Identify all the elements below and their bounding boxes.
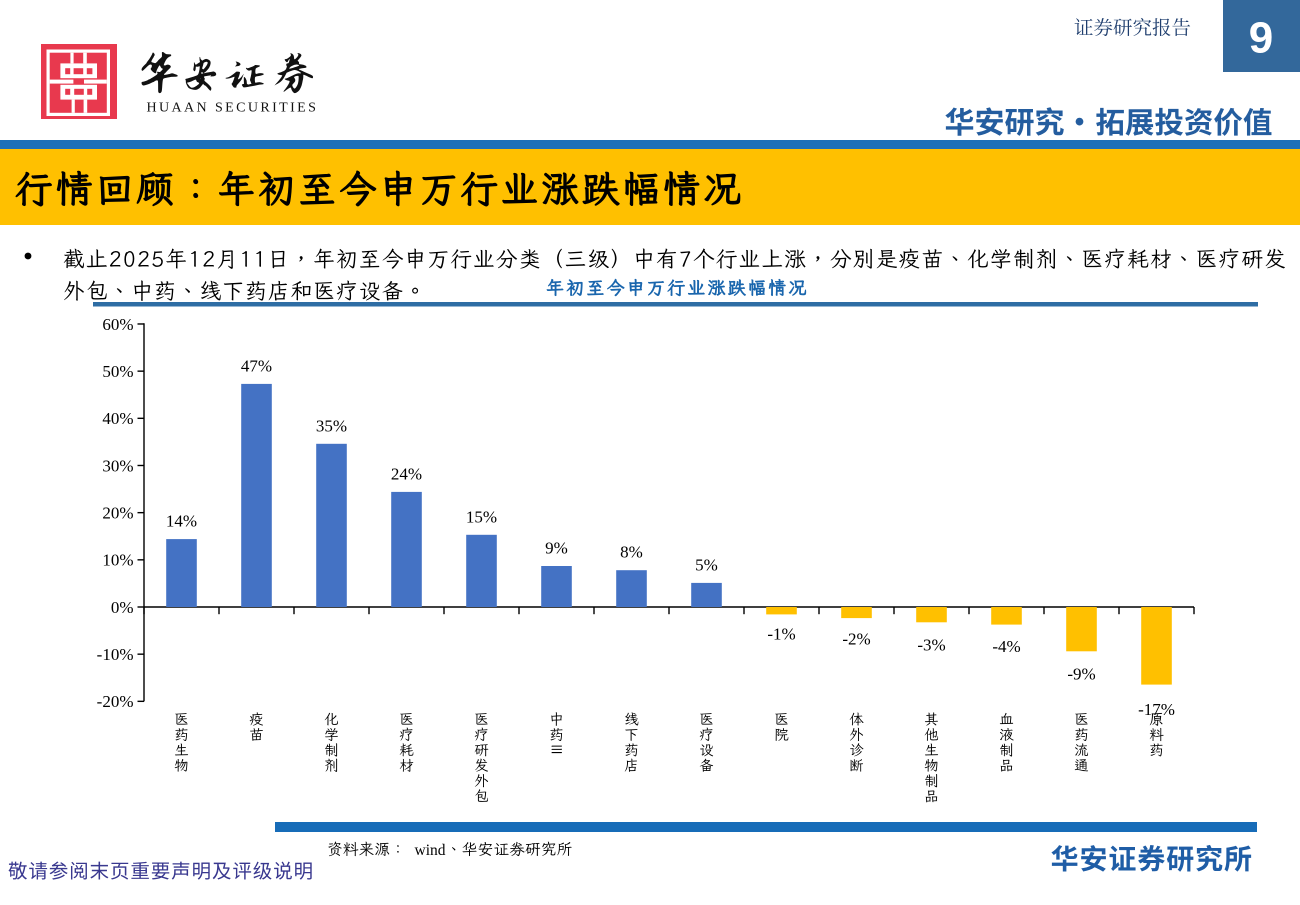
svg-text:-10%: -10%	[97, 645, 134, 664]
svg-text:30%: 30%	[102, 456, 133, 475]
svg-text:9%: 9%	[545, 539, 568, 558]
svg-text:47%: 47%	[241, 356, 272, 375]
svg-text:15%: 15%	[466, 507, 497, 526]
svg-text:5%: 5%	[695, 555, 718, 574]
svg-text:-20%: -20%	[97, 692, 134, 711]
svg-text:40%: 40%	[102, 409, 133, 428]
svg-text:50%: 50%	[102, 362, 133, 381]
svg-text:-1%: -1%	[767, 624, 795, 643]
svg-text:-2%: -2%	[842, 630, 870, 649]
svg-text:20%: 20%	[102, 504, 133, 523]
svg-text:9: 9	[1249, 14, 1273, 63]
svg-text:-4%: -4%	[992, 637, 1020, 656]
svg-text:60%: 60%	[102, 315, 133, 334]
svg-text:-17%: -17%	[1138, 700, 1175, 719]
svg-text:-9%: -9%	[1067, 664, 1095, 683]
svg-text:-3%: -3%	[917, 636, 945, 655]
svg-text:wind: wind	[415, 842, 446, 859]
svg-text:35%: 35%	[316, 416, 347, 435]
svg-text:14%: 14%	[166, 512, 197, 531]
svg-text:HUAAN SECURITIES: HUAAN SECURITIES	[147, 101, 319, 116]
svg-text:24%: 24%	[391, 464, 422, 483]
svg-text:0%: 0%	[111, 598, 134, 617]
svg-text:8%: 8%	[620, 543, 643, 562]
svg-text:10%: 10%	[102, 551, 133, 570]
